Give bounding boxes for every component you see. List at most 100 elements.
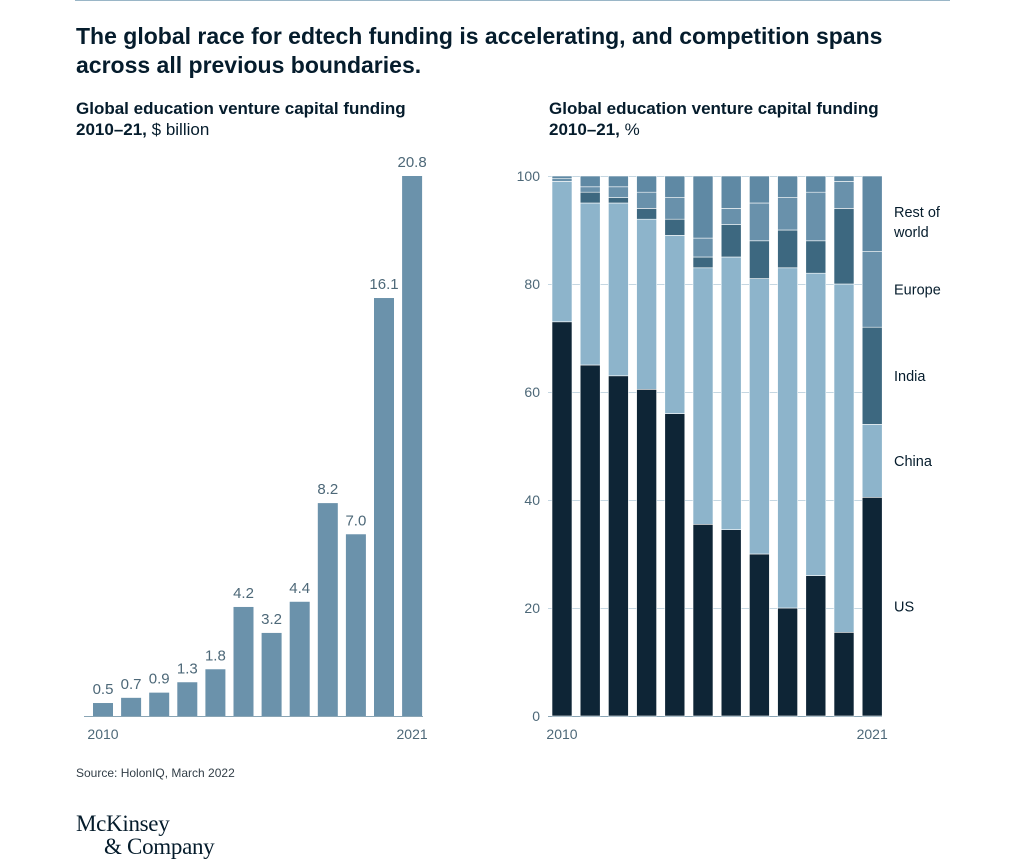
funding-bar-2015 [233,606,254,716]
legend-label-rest-of-world-line2: world [893,225,929,241]
legend-label-india: India [894,369,926,385]
legend-label-us: US [894,600,914,616]
left-chart-title-unit: $ billion [151,120,210,139]
share-segment-india-2020 [833,208,855,285]
funding-bar-2014 [205,669,226,716]
share-segment-rest-of-world-2012 [608,175,629,188]
share-segment-us-2015 [692,523,714,717]
share-segment-us-2012 [608,375,629,717]
logo-line-1: McKinsey [76,811,170,836]
share-segment-china-2016 [720,256,742,531]
left-chart-title-main: Global education venture capital funding… [76,99,406,139]
share-segment-europe-2017 [749,202,770,242]
share-segment-rest-of-world-2015 [692,175,714,239]
funding-bar-2017 [289,601,310,716]
share-segment-china-2020 [833,283,855,633]
share-segment-india-2014 [664,218,686,236]
share-segment-india-2019 [805,240,827,274]
left-x-tick-last: 2021 [397,726,428,742]
share-segment-europe-2015 [692,237,714,258]
share-segment-china-2015 [692,267,714,525]
share-segment-us-2018 [777,607,798,717]
share-segment-china-2021 [861,424,883,498]
share-segment-china-2010 [551,181,573,323]
share-segment-us-2011 [579,364,601,717]
share-segment-europe-2011 [579,186,601,193]
funding-bar-2016 [261,632,282,716]
share-segment-china-2011 [579,202,601,366]
funding-bar-2019 [345,534,366,716]
share-segment-europe-2016 [720,208,742,225]
right-y-tick-0: 0 [532,708,540,724]
right-chart-title-unit: % [624,120,640,139]
share-segment-europe-2018 [777,197,798,231]
logo-line-2: & Company [104,834,215,859]
share-segment-rest-of-world-2011 [579,175,601,188]
share-segment-india-2018 [777,229,798,269]
share-segment-china-2017 [749,278,770,555]
funding-value-label-2017: 4.4 [289,580,310,597]
share-segment-rest-of-world-2013 [636,175,657,193]
legend-label-china: China [894,454,933,470]
top-rule [75,0,950,1]
share-segment-china-2018 [777,267,798,609]
share-segment-europe-2010 [551,178,573,182]
mckinsey-logo: McKinsey & Company [76,811,215,859]
share-segment-rest-of-world-2018 [777,175,798,198]
left-x-tick-first: 2010 [87,726,118,742]
share-segment-india-2012 [608,197,629,204]
funding-value-label-2020: 16.1 [369,276,398,293]
share-segment-india-2016 [720,224,742,258]
share-segment-india-2021 [861,326,883,425]
right-y-tick-100: 100 [517,168,541,184]
funding-value-label-2011: 0.7 [121,676,142,693]
source-note: Source: HolonIQ, March 2022 [76,766,235,780]
share-segment-rest-of-world-2017 [749,175,770,204]
share-segment-india-2017 [749,240,770,279]
funding-bar-2012 [149,692,170,716]
funding-value-label-2016: 3.2 [261,611,282,628]
share-segment-rest-of-world-2016 [720,175,742,209]
funding-bar-2013 [177,682,198,716]
page-title: The global race for edtech funding is ac… [76,23,883,78]
share-segment-us-2010 [551,321,573,717]
funding-value-label-2019: 7.0 [345,512,366,529]
share-segment-europe-2020 [833,181,855,209]
share-segment-europe-2012 [608,186,629,198]
share-segment-us-2021 [861,496,883,717]
share-segment-india-2013 [636,208,657,220]
funding-value-label-2015: 4.2 [233,585,254,602]
share-segment-europe-2021 [861,251,883,328]
share-segment-europe-2014 [664,197,686,220]
share-segment-rest-of-world-2021 [861,175,883,252]
right-x-tick-first: 2010 [546,726,577,742]
share-segment-china-2019 [805,272,827,576]
funding-bar-2010 [93,703,113,716]
funding-value-label-2012: 0.9 [149,671,170,688]
legend-label-europe: Europe [894,282,941,298]
share-segment-us-2017 [749,553,770,717]
funding-bar-2018 [317,503,338,716]
right-y-tick-80: 80 [524,276,540,292]
legend-label-rest-of-world-line1: Rest of [894,205,941,221]
share-segment-india-2015 [692,256,714,269]
funding-bar-2020 [374,298,394,716]
funding-value-label-2021: 20.8 [397,154,426,171]
share-segment-europe-2019 [805,191,827,242]
share-segment-rest-of-world-2020 [833,175,855,182]
right-chart-title: Global education venture capital funding… [549,98,889,140]
right-y-tick-20: 20 [524,600,540,616]
share-segment-china-2012 [608,202,629,377]
right-y-tick-60: 60 [524,384,540,400]
share-segment-rest-of-world-2014 [664,175,686,198]
funding-bar-2021 [402,176,423,716]
share-segment-us-2016 [720,529,742,717]
share-segment-us-2019 [805,575,827,717]
share-segment-rest-of-world-2019 [805,175,827,193]
funding-bar-2011 [121,697,142,716]
share-segment-china-2013 [636,218,657,390]
share-segment-india-2011 [579,191,601,204]
share-segment-rest-of-world-2010 [551,175,573,180]
